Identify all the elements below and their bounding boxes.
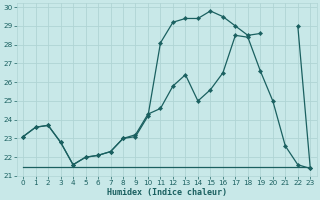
X-axis label: Humidex (Indice chaleur): Humidex (Indice chaleur)	[107, 188, 227, 197]
